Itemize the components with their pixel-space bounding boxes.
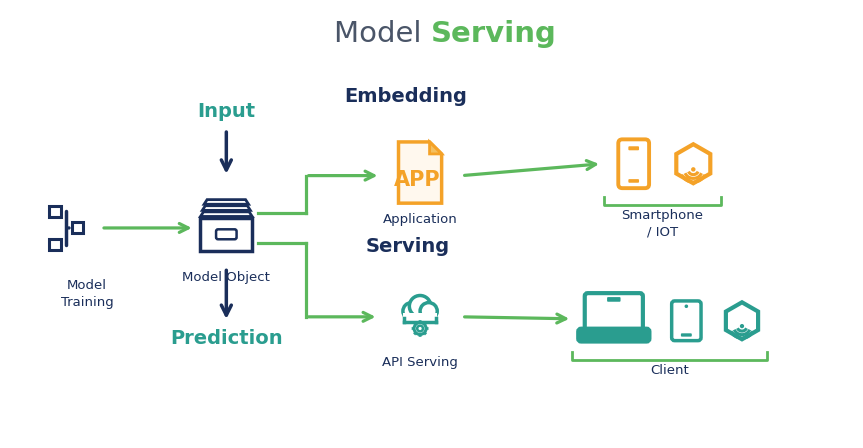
Polygon shape — [413, 332, 417, 336]
Text: API Serving: API Serving — [382, 356, 458, 369]
FancyBboxPatch shape — [49, 239, 60, 250]
FancyBboxPatch shape — [216, 229, 236, 239]
FancyBboxPatch shape — [578, 329, 649, 341]
Circle shape — [740, 325, 743, 327]
Text: Model Object: Model Object — [182, 271, 270, 284]
Circle shape — [692, 168, 695, 171]
Text: Embedding: Embedding — [344, 87, 468, 107]
Bar — [403, 313, 438, 323]
Circle shape — [403, 302, 420, 320]
Polygon shape — [205, 200, 249, 204]
Text: Prediction: Prediction — [170, 329, 283, 348]
Polygon shape — [424, 332, 427, 336]
Circle shape — [420, 302, 438, 320]
Polygon shape — [424, 322, 427, 325]
Polygon shape — [426, 327, 428, 330]
Circle shape — [414, 323, 426, 335]
Polygon shape — [399, 142, 442, 203]
Text: Application: Application — [382, 213, 457, 226]
Polygon shape — [200, 212, 252, 216]
Text: Client: Client — [650, 364, 689, 377]
Polygon shape — [677, 144, 710, 183]
Text: Serving: Serving — [431, 20, 557, 48]
FancyBboxPatch shape — [628, 179, 639, 183]
Polygon shape — [430, 142, 442, 154]
FancyBboxPatch shape — [607, 297, 620, 302]
FancyBboxPatch shape — [618, 139, 649, 188]
Circle shape — [409, 296, 431, 317]
FancyBboxPatch shape — [681, 333, 692, 336]
FancyBboxPatch shape — [671, 301, 701, 340]
FancyBboxPatch shape — [628, 146, 639, 150]
Circle shape — [685, 305, 688, 307]
Text: Model
Training: Model Training — [61, 279, 114, 309]
Text: Smartphone
/ IOT: Smartphone / IOT — [621, 209, 703, 238]
Polygon shape — [419, 320, 421, 323]
Circle shape — [417, 326, 423, 332]
Text: Serving: Serving — [366, 237, 450, 256]
FancyBboxPatch shape — [72, 222, 83, 233]
Polygon shape — [419, 334, 421, 337]
FancyBboxPatch shape — [200, 218, 252, 251]
FancyBboxPatch shape — [49, 206, 60, 217]
Text: APP: APP — [394, 170, 441, 190]
Polygon shape — [202, 206, 250, 211]
Text: Input: Input — [198, 102, 255, 121]
Text: Model: Model — [334, 20, 431, 48]
Polygon shape — [413, 322, 417, 325]
Polygon shape — [726, 302, 758, 339]
Polygon shape — [412, 327, 414, 330]
FancyBboxPatch shape — [585, 293, 643, 332]
